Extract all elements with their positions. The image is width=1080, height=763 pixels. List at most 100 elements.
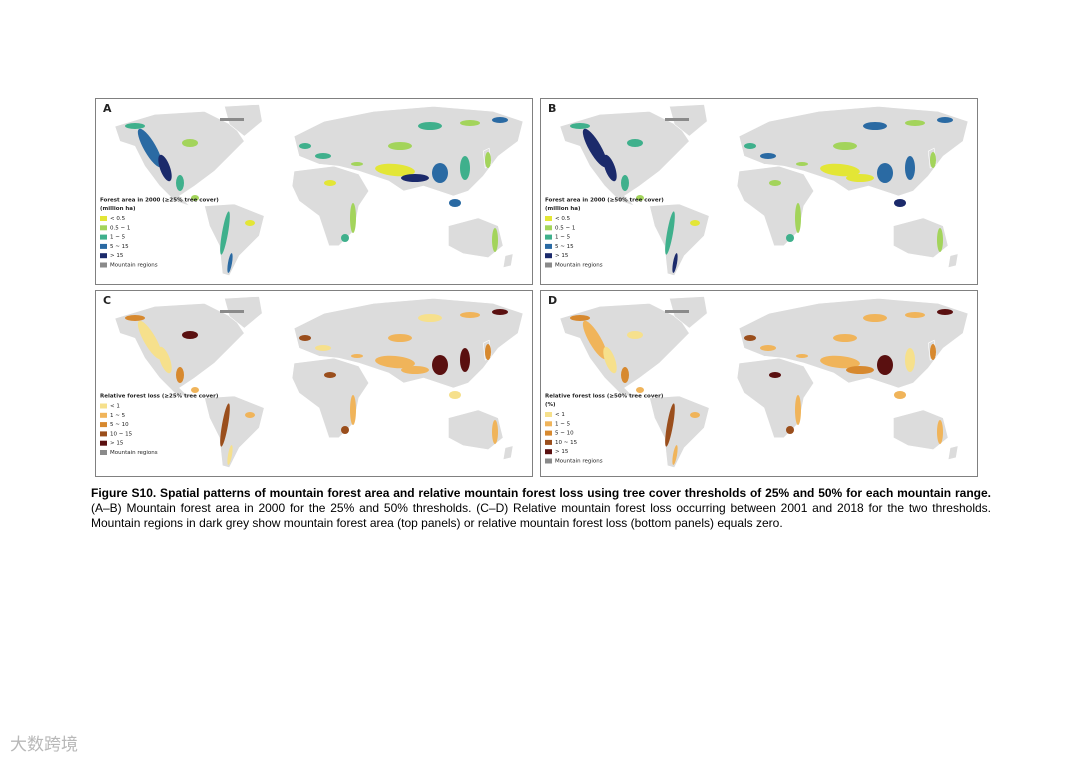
legend-swatch — [100, 412, 107, 418]
mountain-region — [375, 355, 415, 369]
mountain-region — [820, 163, 860, 177]
mountain-region — [492, 117, 508, 123]
mountain-region — [665, 118, 689, 121]
mountain-region — [460, 348, 470, 372]
mountain-region — [603, 346, 617, 374]
mountain-region — [158, 346, 172, 374]
legend-swatch — [545, 439, 552, 445]
mountain-region — [905, 348, 915, 372]
mountain-region — [492, 309, 508, 315]
legend-label: < 0.5 — [110, 216, 126, 222]
legend-swatch — [100, 450, 107, 455]
mountain-region — [492, 420, 498, 444]
mountain-region — [388, 334, 412, 342]
mountain-region — [432, 163, 448, 183]
mountain-region — [796, 354, 808, 358]
mountain-region — [795, 395, 801, 425]
legend-label: 5 ~ 15 — [555, 244, 574, 250]
mountain-region — [833, 334, 857, 342]
mountain-region — [227, 253, 233, 273]
legend-swatch — [545, 449, 552, 455]
mountain-region — [846, 174, 874, 182]
legend-swatch — [545, 234, 552, 240]
legend-swatch — [100, 403, 107, 409]
mountain-region — [672, 253, 678, 273]
legend-label: < 1 — [110, 404, 120, 410]
legend-label: 1 ~ 5 — [110, 235, 126, 241]
legend-label: > 15 — [555, 253, 569, 259]
legend-swatch — [100, 234, 107, 240]
caption: Figure S10. Spatial patterns of mountain… — [91, 486, 991, 531]
legend-swatch — [100, 243, 107, 249]
legend-label: < 0.5 — [555, 216, 571, 222]
legend-unit: (million ha) — [545, 206, 581, 212]
mountain-region — [220, 118, 244, 121]
mountain-region — [245, 220, 255, 226]
mountain-region — [485, 344, 491, 360]
legend-label: > 15 — [110, 441, 124, 447]
mountain-region — [401, 174, 429, 182]
legend-swatch — [100, 225, 107, 231]
mountain-region — [158, 154, 172, 182]
legend-swatch — [100, 253, 107, 259]
mountain-region — [460, 312, 480, 318]
panel-label: D — [548, 294, 557, 307]
mountain-region — [351, 162, 363, 166]
mountain-region — [627, 139, 643, 147]
legend-swatch — [545, 262, 552, 268]
mountain-region — [905, 312, 925, 318]
legend-swatch — [545, 225, 552, 231]
legend-swatch — [100, 440, 107, 446]
legend-swatch — [100, 216, 107, 221]
mountain-region — [449, 199, 461, 207]
mountain-region — [375, 163, 415, 177]
legend-swatch — [545, 430, 552, 436]
mountain-region — [769, 372, 781, 378]
mountain-region — [833, 142, 857, 150]
mountain-region — [937, 117, 953, 123]
legend-label: Mountain regions — [555, 263, 603, 269]
map-panel: D Relative forest loss (≥50% tree cover) (… — [540, 290, 978, 477]
mountain-region — [621, 367, 629, 383]
mountain-region — [760, 345, 776, 351]
mountain-region — [182, 331, 198, 339]
mountain-region — [582, 128, 608, 168]
mountain-region — [570, 315, 590, 321]
legend-label: 1 ~ 5 — [110, 413, 126, 419]
mountain-region — [570, 123, 590, 129]
mountain-region — [769, 180, 781, 186]
legend-label: < 1 — [555, 412, 565, 418]
mountain-region — [315, 153, 331, 159]
map-panel: A Forest area in 2000 (≥25% tree cover) (m… — [95, 98, 533, 285]
mountain-region — [582, 320, 608, 360]
caption-text: (A–B) Mountain forest area in 2000 for t… — [91, 501, 991, 530]
mountain-region — [125, 315, 145, 321]
mountain-region — [665, 310, 689, 313]
legend-label: 0.5 ~ 1 — [110, 225, 130, 231]
mountain-region — [324, 180, 336, 186]
mountain-region — [220, 310, 244, 313]
mountain-region — [744, 335, 756, 341]
mountain-region — [485, 152, 491, 168]
mountain-region — [937, 309, 953, 315]
mountain-region — [690, 220, 700, 226]
mountain-region — [125, 123, 145, 129]
mountain-region — [877, 355, 893, 375]
mountain-region — [492, 228, 498, 252]
mountain-region — [905, 120, 925, 126]
legend-label: 5 ~ 10 — [110, 422, 129, 428]
mountain-region — [341, 426, 349, 434]
mountain-region — [315, 345, 331, 351]
caption-bold: Figure S10. Spatial patterns of mountain… — [91, 486, 991, 500]
mountain-region — [432, 355, 448, 375]
legend-title: Forest area in 2000 (≥25% tree cover) — [100, 198, 219, 204]
mountain-region — [341, 234, 349, 242]
legend-label: > 15 — [555, 449, 569, 455]
legend-label: Mountain regions — [110, 450, 158, 456]
legend-swatch — [545, 458, 552, 464]
mountain-region — [460, 120, 480, 126]
mountain-region — [937, 228, 943, 252]
mountain-region — [324, 372, 336, 378]
legend-swatch — [545, 412, 552, 417]
mountain-region — [418, 122, 442, 130]
